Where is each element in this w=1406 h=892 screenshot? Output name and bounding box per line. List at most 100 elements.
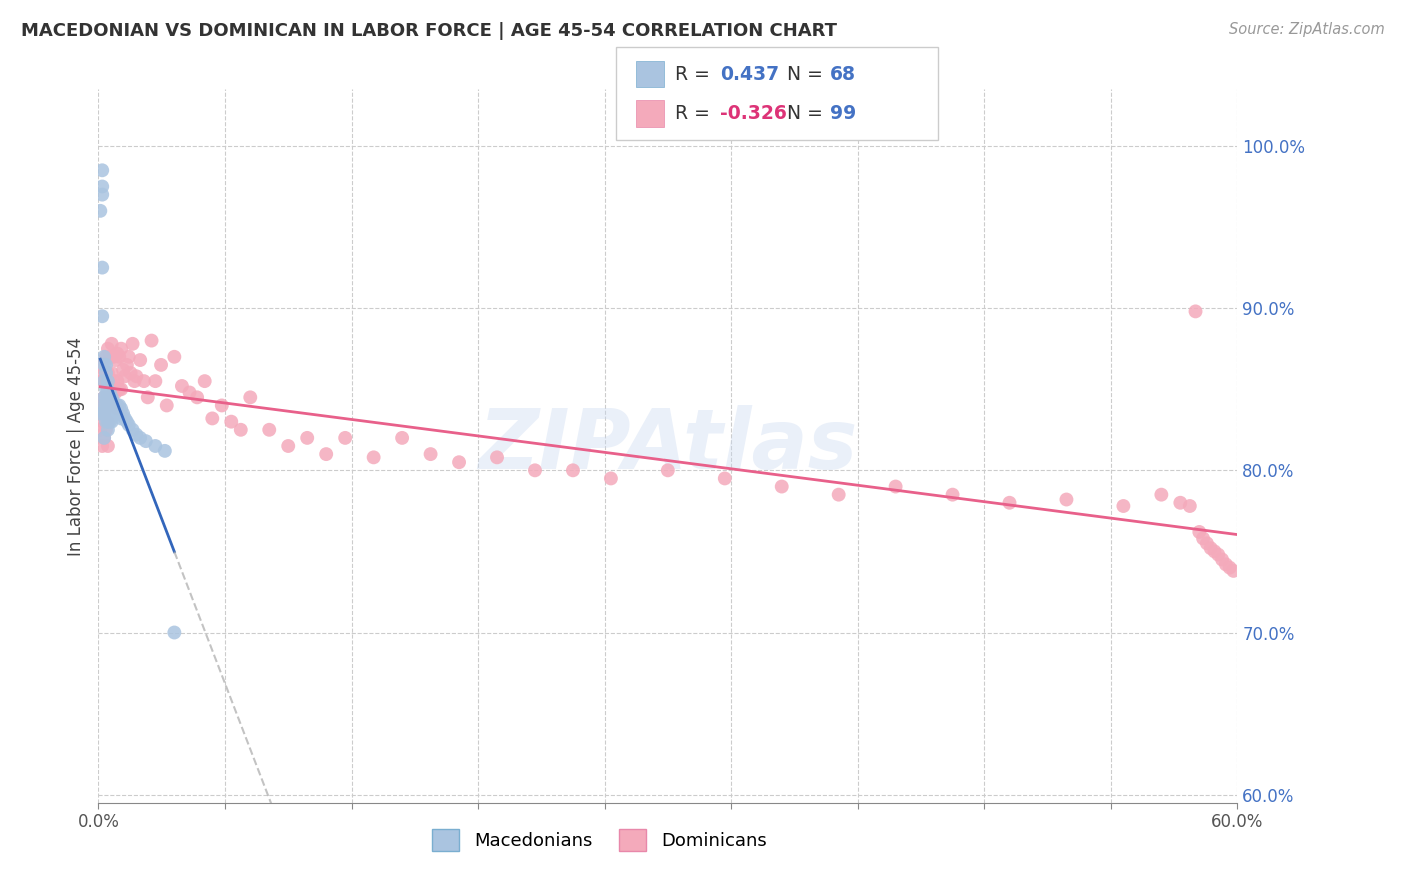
Point [91, 187, 114, 202]
Point [100, 336, 122, 351]
Point [108, 407, 131, 421]
Point [93, 399, 115, 413]
Point [98, 385, 121, 400]
Text: 68: 68 [830, 64, 855, 84]
Point [1215, 558, 1237, 572]
Point [1208, 548, 1230, 562]
Point [107, 401, 129, 416]
Text: R =: R = [675, 103, 716, 123]
Point [91, 163, 114, 178]
Point [1184, 304, 1206, 318]
Point [107, 346, 129, 360]
Point [179, 385, 201, 400]
Point [104, 353, 127, 368]
Point [600, 471, 623, 485]
Point [110, 401, 132, 416]
Point [89, 203, 111, 218]
Point [93, 358, 115, 372]
Point [277, 439, 299, 453]
Point [335, 431, 357, 445]
Point [97, 423, 120, 437]
Point [1150, 488, 1173, 502]
Point [103, 374, 125, 388]
Point [486, 450, 509, 465]
Point [98, 374, 121, 388]
Point [114, 369, 136, 384]
Text: N =: N = [787, 64, 830, 84]
Point [1178, 499, 1201, 513]
Point [97, 407, 120, 421]
Point [91, 310, 114, 324]
Point [97, 409, 120, 424]
Point [145, 439, 167, 453]
Point [136, 390, 159, 404]
Point [100, 366, 122, 380]
Point [107, 399, 129, 413]
Point [97, 390, 120, 404]
Point [194, 374, 217, 388]
Point [94, 407, 117, 421]
Point [1188, 524, 1211, 539]
Point [562, 463, 585, 477]
Point [104, 385, 127, 400]
Point [94, 399, 117, 413]
Point [391, 431, 413, 445]
Point [107, 374, 129, 388]
Point [770, 479, 793, 493]
Point [97, 382, 120, 396]
Point [125, 369, 148, 384]
Point [94, 366, 117, 380]
Point [108, 350, 131, 364]
Point [118, 417, 141, 432]
Text: 0.437: 0.437 [720, 64, 779, 84]
Point [93, 366, 115, 380]
Y-axis label: In Labor Force | Age 45-54: In Labor Force | Age 45-54 [66, 336, 84, 556]
Point [121, 423, 143, 437]
Point [229, 423, 252, 437]
Point [103, 399, 125, 413]
Legend: Macedonians, Dominicans: Macedonians, Dominicans [425, 822, 773, 858]
Point [449, 455, 471, 469]
Point [94, 358, 117, 372]
Point [135, 434, 157, 449]
Point [115, 358, 138, 372]
Point [714, 471, 737, 485]
Point [93, 390, 115, 404]
Point [91, 179, 114, 194]
Point [94, 399, 117, 413]
Point [93, 374, 115, 388]
Point [97, 390, 120, 404]
Point [97, 374, 120, 388]
Point [163, 625, 186, 640]
Point [94, 390, 117, 404]
Point [110, 411, 132, 425]
Point [1170, 496, 1192, 510]
Point [94, 415, 117, 429]
Point [124, 374, 146, 388]
Point [97, 415, 120, 429]
Point [103, 350, 125, 364]
Point [239, 390, 262, 404]
Point [93, 390, 115, 404]
Point [103, 407, 125, 421]
Point [1219, 560, 1241, 574]
Point [107, 407, 129, 421]
Point [524, 463, 547, 477]
Point [93, 407, 115, 421]
Point [100, 390, 122, 404]
Point [315, 447, 337, 461]
Text: MACEDONIAN VS DOMINICAN IN LABOR FORCE | AGE 45-54 CORRELATION CHART: MACEDONIAN VS DOMINICAN IN LABOR FORCE |… [21, 22, 837, 40]
Point [120, 366, 142, 380]
Point [221, 415, 243, 429]
Point [97, 401, 120, 416]
Text: R =: R = [675, 64, 716, 84]
Point [93, 431, 115, 445]
Point [97, 366, 120, 380]
Point [125, 427, 148, 442]
Point [156, 399, 179, 413]
Point [100, 415, 122, 429]
Point [98, 407, 121, 421]
Text: Source: ZipAtlas.com: Source: ZipAtlas.com [1229, 22, 1385, 37]
Point [89, 399, 111, 413]
Point [107, 401, 129, 416]
